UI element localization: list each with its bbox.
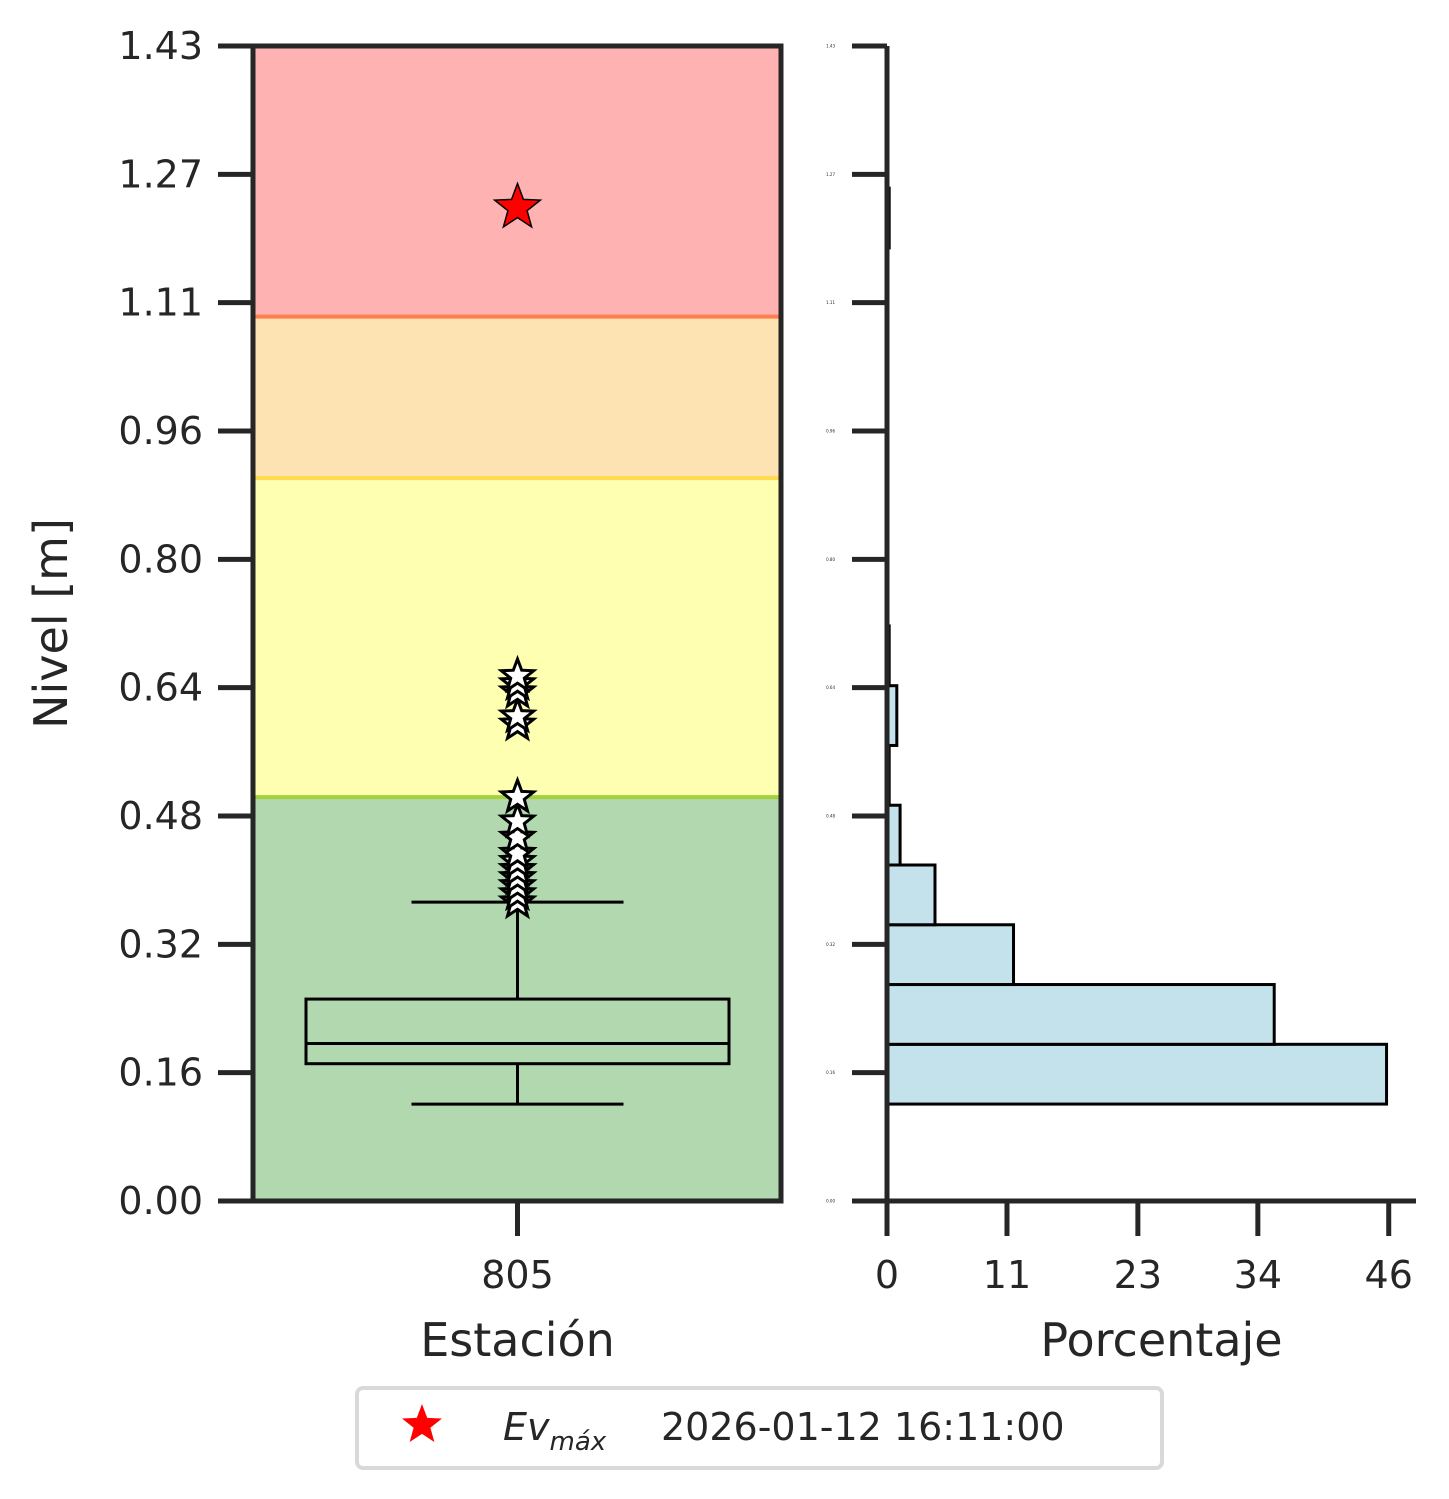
outlier-star-7: [497, 816, 538, 855]
right-y-tick-label-2: 0.32: [826, 942, 835, 947]
right-y-tick-label-3: 0.48: [826, 814, 835, 819]
histogram-bar-3: [885, 863, 937, 927]
right-y-tick-label-8: 1.27: [826, 172, 835, 177]
right-x-tick-label-4: 46: [1365, 1253, 1413, 1297]
legend-box: [355, 1386, 1164, 1470]
outlier-star-8: [497, 800, 538, 839]
legend-label-sub: máx: [550, 1427, 607, 1457]
y-tick-label-8: 1.27: [118, 152, 203, 196]
y-tick-label-0: 0.00: [118, 1179, 203, 1223]
right-y-tick-label-4: 0.64: [826, 685, 835, 690]
legend-star-icon: [402, 1404, 442, 1442]
right-y-tick-label-7: 1.11: [826, 300, 835, 305]
max-event-marker-group: [492, 181, 543, 229]
legend-timestamp: 2026-01-12 16:11:00: [661, 1405, 1065, 1449]
x-tick-label-805: 805: [481, 1253, 554, 1297]
right-x-tick-label-2: 23: [1114, 1253, 1162, 1297]
outlier-star-14: [497, 654, 538, 694]
y-tick-label-2: 0.32: [118, 922, 203, 966]
outlier-star-9: [497, 775, 538, 815]
outlier-markers: [497, 654, 538, 920]
iqr-box: [304, 997, 731, 1066]
histogram-bar-2: [885, 923, 1016, 987]
right-y-tick-label-9: 1.43: [826, 44, 835, 49]
y-tick-label-5: 0.80: [118, 537, 203, 581]
left-y-axis: 0.00 0.16 0.32 0.48 0.64 0.80 0.96 1.11 1.27 1.43: [118, 24, 253, 1223]
y-axis-label: Nivel [m]: [24, 518, 78, 729]
alert-band-1: [253, 478, 781, 798]
x-axis-label-right: Porcentaje: [1040, 1313, 1282, 1367]
right-x-tick-label-1: 11: [983, 1253, 1031, 1297]
legend: Evmáx 2026-01-12 16:11:00: [355, 1386, 1164, 1470]
legend-label: Evmáx: [503, 1405, 607, 1457]
y-tick-label-7: 1.11: [118, 281, 203, 325]
y-tick-label-9: 1.43: [118, 24, 203, 68]
right-y-tick-label-1: 0.16: [826, 1070, 835, 1075]
alert-band-2: [253, 316, 781, 479]
right-y-tick-label-0: 0.00: [826, 1199, 835, 1204]
outlier-star-11: [497, 695, 538, 734]
y-tick-label-6: 0.96: [118, 409, 203, 453]
right-x-axis: 0 11 23 34 46: [875, 1198, 1416, 1297]
y-tick-label-4: 0.64: [118, 666, 203, 710]
histogram-bar-1: [885, 983, 1276, 1046]
max-event-star-icon: [492, 181, 543, 229]
left-x-axis: 805: [481, 1201, 554, 1297]
alert-bands: [253, 46, 781, 1201]
right-y-axis: 0.00 0.16 0.32 0.48 0.64 0.80 0.96 1.11 1.27 1.43: [826, 43, 890, 1204]
histogram-bars: [885, 186, 1389, 1106]
x-axis-label-left: Estación: [420, 1313, 615, 1367]
outlier-star-6: [497, 832, 538, 871]
histogram-bar-0: [885, 1042, 1389, 1106]
right-x-tick-label-0: 0: [875, 1253, 899, 1297]
y-tick-label-1: 0.16: [118, 1051, 203, 1095]
alert-band-3: [253, 46, 781, 317]
right-y-tick-label-5: 0.80: [826, 557, 835, 562]
right-x-tick-label-3: 34: [1234, 1253, 1282, 1297]
y-tick-label-3: 0.48: [118, 794, 203, 838]
right-y-tick-label-6: 0.96: [826, 429, 835, 434]
legend-label-main: Ev: [503, 1405, 550, 1449]
